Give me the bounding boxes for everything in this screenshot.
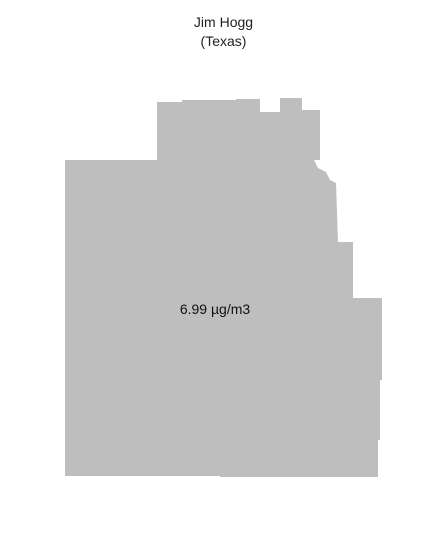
county-name: Jim Hogg [193, 14, 254, 30]
county-shape [65, 98, 382, 477]
map-title: Jim Hogg (Texas) [0, 13, 447, 51]
pm25-value-label: 6.99 µg/m3 [180, 301, 251, 317]
state-name: (Texas) [200, 33, 247, 49]
